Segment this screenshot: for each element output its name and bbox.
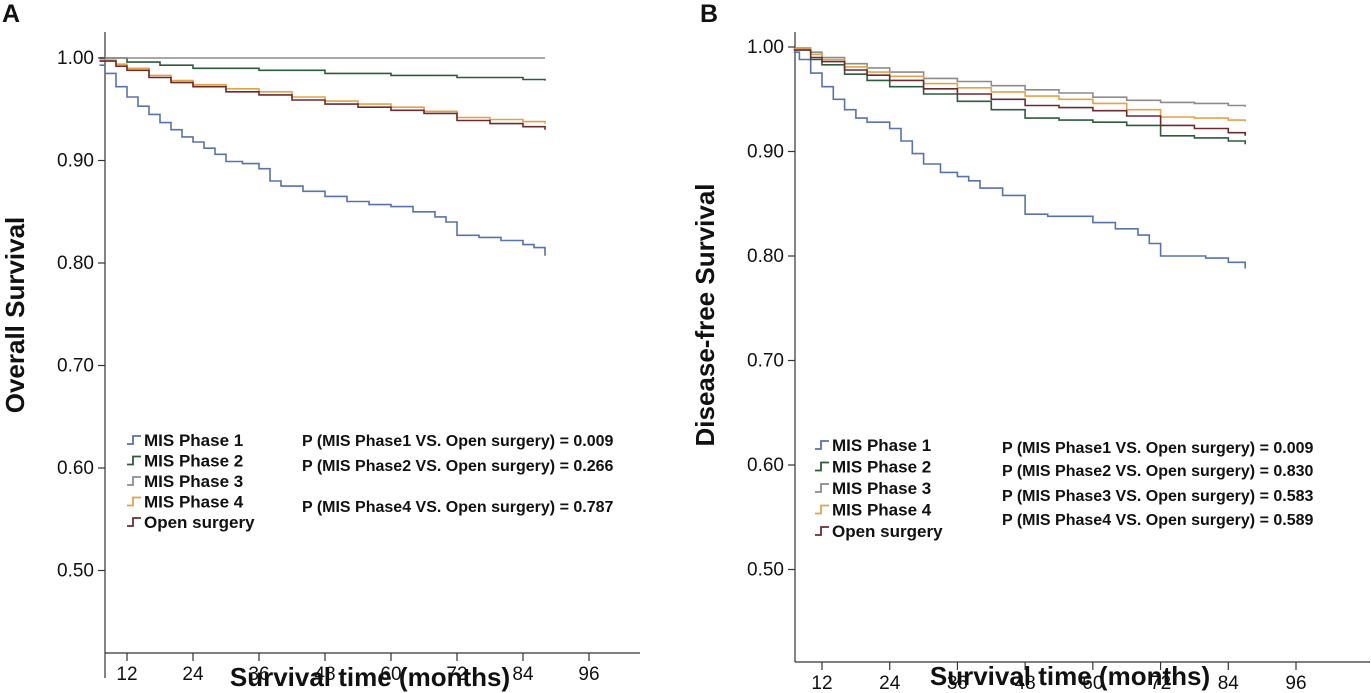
panel-b-x-tick-label: 24 xyxy=(879,673,901,693)
panel-a-legend-swatch-mis-phase-2 xyxy=(127,455,141,466)
panel-a: A 0.50 0.60 0.70 0.80 0.90 1.00 12 24 36 48 60 72 84… xyxy=(0,0,640,692)
panel-a-x-tick-label: 72 xyxy=(446,664,467,685)
panel-b-p-value-annotation: P (MIS Phase1 VS. Open surgery) = 0.009 xyxy=(1002,440,1314,457)
panel-b-p-value-annotation: P (MIS Phase2 VS. Open surgery) = 0.830 xyxy=(1002,463,1314,480)
panel-a-legend-swatch-mis-phase-1 xyxy=(127,435,141,445)
panel-b-legend-label: Open surgery xyxy=(832,522,943,541)
panel-a-p-value-annotation: P (MIS Phase2 VS. Open surgery) = 0.266 xyxy=(302,458,614,475)
panel-a-ticks: 0.50 0.60 0.70 0.80 0.90 1.00 12 24 36 48 60 72 84 96 xyxy=(57,48,600,685)
panel-b-legend-label: MIS Phase 4 xyxy=(832,501,932,520)
panel-b-x-tick-label: 12 xyxy=(811,673,832,693)
panel-b-p-value-annotation: P (MIS Phase3 VS. Open surgery) = 0.583 xyxy=(1002,488,1314,505)
panel-b-legend-swatch-open-surgery xyxy=(815,526,829,536)
panel-b-y-tick-label: 1.00 xyxy=(747,37,784,58)
panel-a-y-tick-label: 0.70 xyxy=(57,356,94,377)
panel-a-legend-label: MIS Phase 3 xyxy=(144,472,243,491)
panel-b-legend: MIS Phase 1 MIS Phase 2 MIS Phase 3 MIS Pha… xyxy=(815,436,943,541)
panel-b-x-tick-label: 84 xyxy=(1218,673,1240,693)
panel-a-legend-label: MIS Phase 2 xyxy=(144,452,243,471)
panel-a-series-mis-phase-2 xyxy=(99,57,546,81)
panel-a-series-mis-phase-1 xyxy=(99,64,546,256)
panel-b-legend-swatch-mis-phase-3 xyxy=(815,483,829,493)
panel-b-y-tick-label: 0.90 xyxy=(747,142,784,163)
panel-b-series-mis-phase-1 xyxy=(793,51,1246,269)
panel-a-legend-swatch-mis-phase-4 xyxy=(127,496,141,507)
panel-b-x-tick-label: 96 xyxy=(1285,673,1306,693)
panel-a-x-tick-label: 24 xyxy=(182,664,204,685)
panel-b-legend-swatch-mis-phase-1 xyxy=(815,440,829,450)
panel-a-y-tick-label: 1.00 xyxy=(57,48,94,69)
panel-b-x-tick-label: 60 xyxy=(1082,673,1103,693)
panel-a-y-tick-label: 0.50 xyxy=(57,561,94,582)
panel-a-y-tick-label: 0.60 xyxy=(57,458,94,479)
panel-b-y-tick-label: 0.50 xyxy=(747,560,784,581)
panel-b-ticks: 0.50 0.60 0.70 0.80 0.90 1.00 12 24 36 48 60 72 84 96 xyxy=(747,37,1307,693)
panel-b-legend-label: MIS Phase 2 xyxy=(832,458,931,477)
panel-b-x-tick-label: 72 xyxy=(1150,673,1171,693)
panel-b-x-title: Survival time (months) xyxy=(930,661,1210,691)
panel-a-legend-swatch-mis-phase-3 xyxy=(127,476,141,486)
panel-a-legend-label: MIS Phase 1 xyxy=(144,431,243,450)
panel-a-p-value-annotation: P (MIS Phase4 VS. Open surgery) = 0.787 xyxy=(302,499,614,516)
panel-b: B 0.50 0.60 0.70 0.80 0.90 1.00 12 24 36 48 60 72 84… xyxy=(690,0,1370,693)
panel-a-x-tick-label: 36 xyxy=(248,664,269,685)
panel-a-series-open-surgery xyxy=(99,60,546,130)
panel-b-legend-label: MIS Phase 1 xyxy=(832,436,931,455)
panel-b-y-tick-label: 0.80 xyxy=(747,246,784,267)
panel-a-y-tick-label: 0.80 xyxy=(57,253,94,274)
panel-b-annotations: P (MIS Phase1 VS. Open surgery) = 0.009 P… xyxy=(1002,440,1314,529)
panel-a-legend-label: Open surgery xyxy=(144,513,255,532)
panel-a-label: A xyxy=(2,0,20,28)
panel-b-y-tick-label: 0.60 xyxy=(747,455,784,476)
panel-a-x-tick-label: 96 xyxy=(578,664,599,685)
panel-b-series xyxy=(793,47,1246,269)
panel-a-x-tick-label: 60 xyxy=(380,664,401,685)
panel-a-y-tick-label: 0.90 xyxy=(57,151,94,172)
panel-b-y-tick-label: 0.70 xyxy=(747,351,784,372)
panel-b-series-open-surgery xyxy=(793,49,1246,136)
panel-a-x-title: Survival time (months) xyxy=(230,662,510,692)
panel-b-legend-swatch-mis-phase-2 xyxy=(815,461,829,472)
panel-a-legend-label: MIS Phase 4 xyxy=(144,493,244,512)
panel-b-legend-swatch-mis-phase-4 xyxy=(815,504,829,515)
panel-b-y-title: Disease-free Survival xyxy=(690,183,720,446)
panel-a-p-value-annotation: P (MIS Phase1 VS. Open surgery) = 0.009 xyxy=(302,433,614,450)
panel-a-x-tick-label: 12 xyxy=(116,664,137,685)
panel-b-label: B xyxy=(700,0,718,28)
panel-a-annotations: P (MIS Phase1 VS. Open surgery) = 0.009 P… xyxy=(302,433,614,516)
panel-a-y-title: Overall Survival xyxy=(0,217,30,414)
panel-b-series-mis-phase-3 xyxy=(793,47,1246,107)
panel-b-p-value-annotation: P (MIS Phase4 VS. Open surgery) = 0.589 xyxy=(1002,512,1314,529)
panel-b-x-tick-label: 48 xyxy=(1015,673,1036,693)
panel-a-series xyxy=(99,57,546,256)
panel-b-x-tick-label: 36 xyxy=(947,673,968,693)
panel-a-x-tick-label: 48 xyxy=(314,664,335,685)
panel-a-legend-swatch-open-surgery xyxy=(127,517,141,527)
panel-b-legend-label: MIS Phase 3 xyxy=(832,479,931,498)
panel-a-x-tick-label: 84 xyxy=(512,664,534,685)
